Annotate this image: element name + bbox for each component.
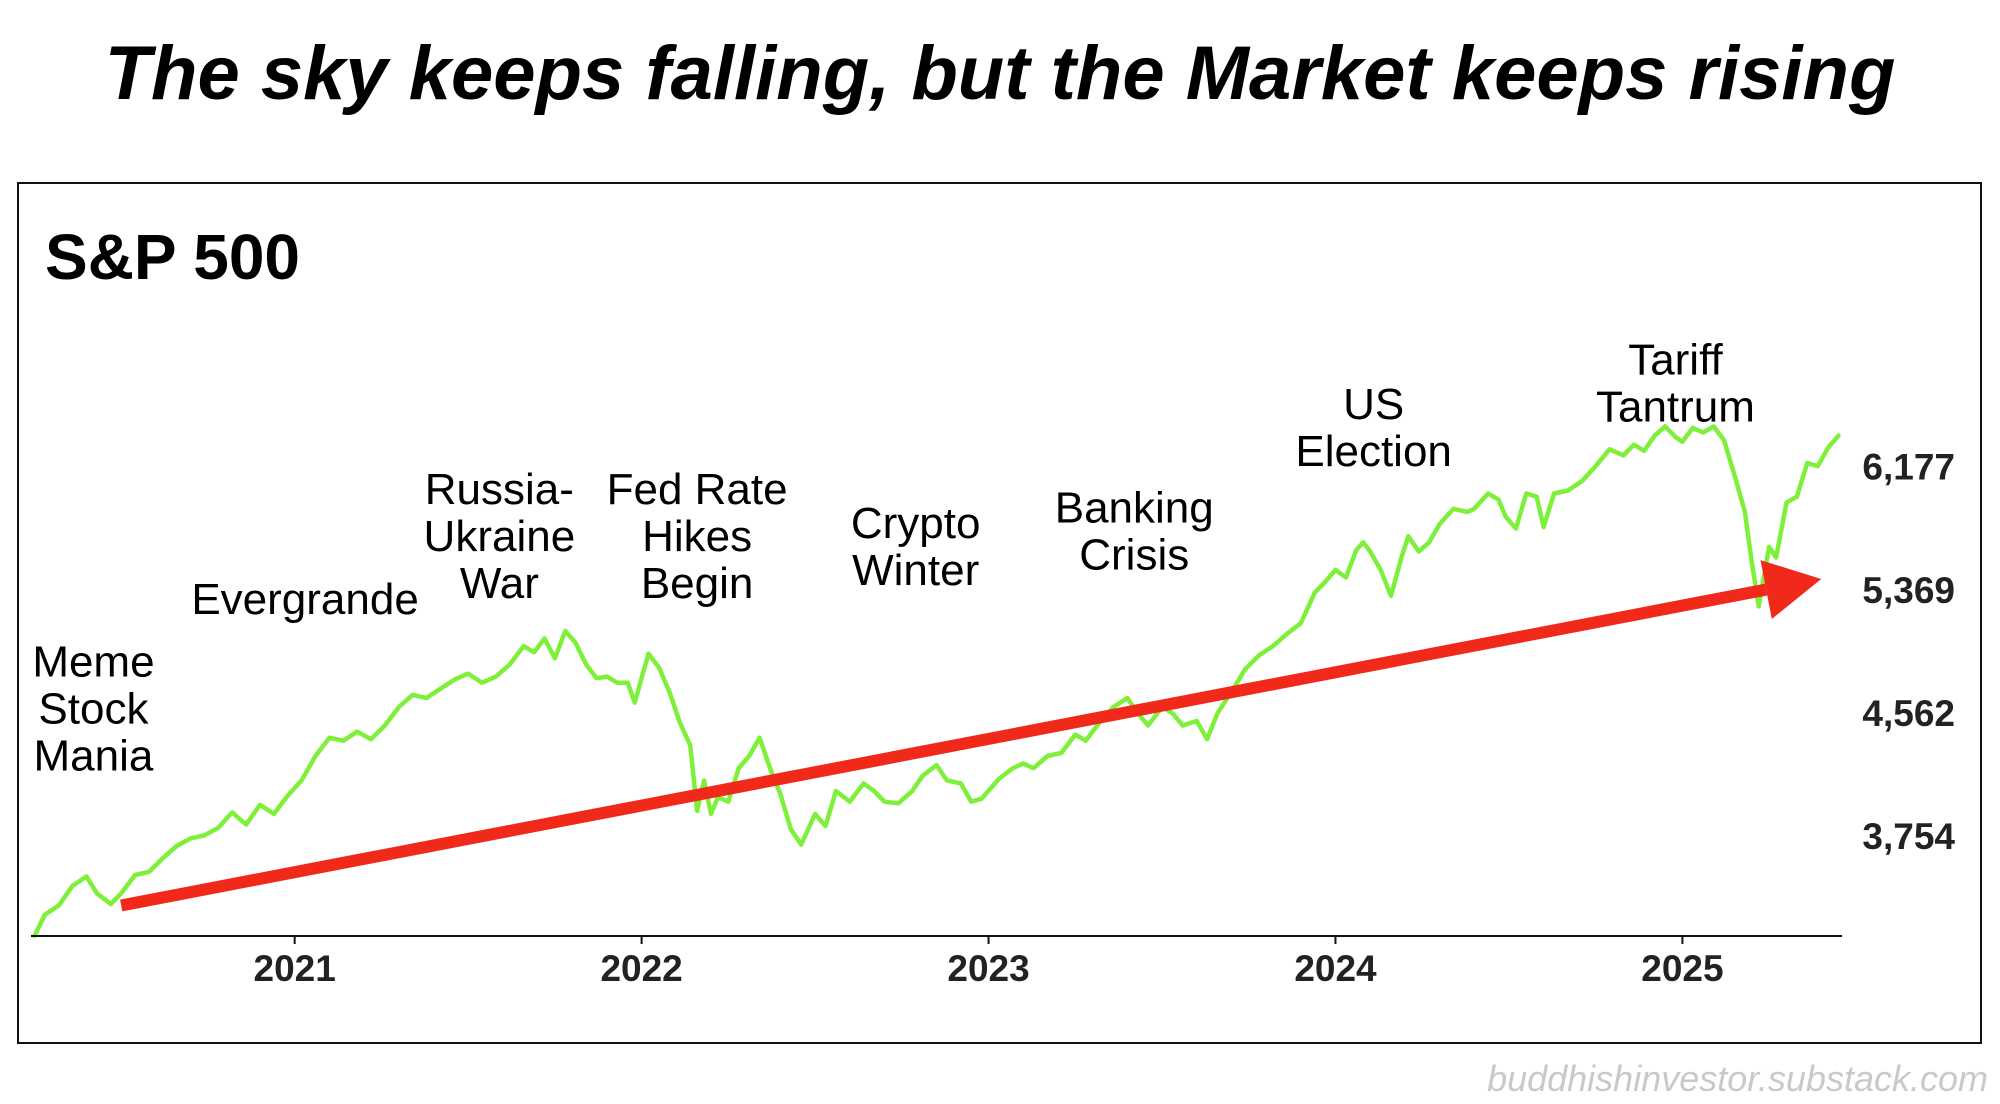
x-tick-label: 2024	[1294, 948, 1377, 989]
series-line	[32, 424, 1841, 939]
event-annotation-line: Winter	[852, 546, 979, 595]
event-annotation: Fed Rate Hikes Begin	[607, 465, 788, 608]
event-annotation-line: Crisis	[1079, 531, 1189, 580]
event-annotation-line: Tantrum	[1596, 383, 1755, 432]
event-annotation: Evergrande	[191, 575, 418, 624]
event-annotation-line: Russia-	[425, 465, 574, 514]
sp500-chart: S&P 500 Meme Stock ManiaEvergrandeRussia-U…	[31, 221, 1955, 989]
y-tick-label: 4,562	[1862, 693, 1955, 734]
chart-frame: S&P 500 Meme Stock Mania Evergrande Russia-U…	[17, 182, 1982, 1044]
event-annotation-line: Begin	[641, 559, 754, 608]
page-title: The sky keeps falling, but the Market ke…	[104, 31, 1896, 116]
event-annotation: Meme Stock Mania	[32, 638, 154, 781]
event-annotation: Russia-Ukraine War	[424, 465, 576, 608]
event-annotation-line: Crypto	[851, 499, 981, 548]
watermark: buddhishinvestor.substack.com	[1487, 1058, 1988, 1099]
event-annotation-line: Stock	[38, 685, 149, 734]
event-annotation: US Election	[1295, 380, 1452, 476]
event-annotation: Banking Crisis	[1055, 484, 1214, 580]
x-tick-label: 2023	[947, 948, 1029, 989]
x-tick-label: 2022	[600, 948, 682, 989]
x-tick-label: 2025	[1641, 948, 1723, 989]
event-annotation: Crypto Winter	[851, 499, 981, 595]
event-annotation-line: Tariff	[1628, 336, 1723, 385]
event-annotation-line: Hikes	[642, 512, 752, 561]
event-annotation-line: Election	[1295, 427, 1452, 476]
event-annotation-line: Ukraine	[424, 512, 576, 561]
event-annotation-line: Fed Rate	[607, 465, 788, 514]
event-annotation: Tariff Tantrum	[1596, 336, 1755, 432]
event-annotation-line: Meme	[32, 638, 154, 687]
y-tick-label: 3,754	[1862, 816, 1955, 857]
x-tick-label: 2021	[254, 948, 336, 989]
event-annotation-line: Mania	[34, 732, 154, 781]
event-annotation-line: Banking	[1055, 484, 1214, 533]
event-annotation-line: US	[1343, 380, 1404, 429]
y-tick-label: 6,177	[1862, 447, 1955, 488]
chart-title: S&P 500	[45, 221, 300, 293]
event-annotation-line: Evergrande	[191, 575, 418, 624]
event-annotation-line: War	[460, 559, 539, 608]
trend-arrow-shaft	[120, 583, 1768, 912]
trend-arrow-head	[1760, 560, 1822, 619]
y-tick-label: 5,369	[1862, 570, 1955, 611]
